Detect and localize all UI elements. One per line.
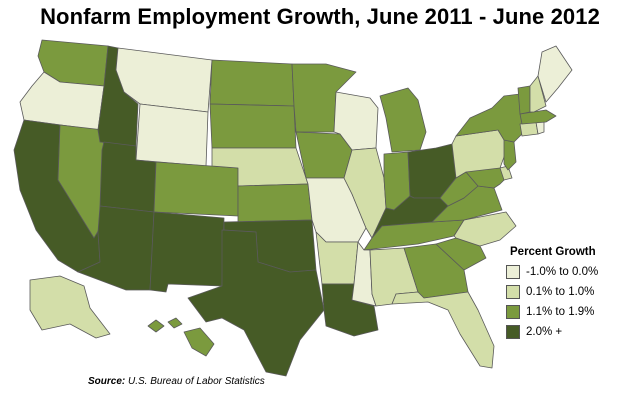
state-ks: [237, 183, 313, 223]
state-vt: [517, 85, 531, 115]
legend-label: 2.0% +: [526, 326, 563, 338]
state-me: [537, 45, 573, 103]
state-co: [153, 161, 239, 217]
source-label: Source:: [88, 376, 126, 387]
us-states-map: [13, 39, 573, 377]
legend-title: Percent Growth: [510, 246, 596, 258]
state-sc: [435, 237, 487, 271]
legend-swatch: [506, 325, 520, 339]
legend-label: 1.1% to 1.9%: [526, 306, 595, 318]
state-nd: [209, 59, 295, 107]
legend-item: 0.1% to 1.0%: [506, 284, 634, 300]
legend-swatch: [506, 305, 520, 319]
state-sd: [209, 103, 297, 149]
legend: Percent Growth -1.0% to 0.0% 0.1% to 1.0…: [506, 246, 634, 344]
legend-label: 0.1% to 1.0%: [526, 286, 595, 298]
state-hi: [147, 317, 215, 357]
state-fl: [391, 291, 495, 369]
legend-item: -1.0% to 0.0%: [506, 264, 634, 280]
state-tx: [187, 229, 325, 377]
legend-item: 1.1% to 1.9%: [506, 304, 634, 320]
legend-swatch: [506, 265, 520, 279]
legend-label: -1.0% to 0.0%: [526, 266, 599, 278]
state-nm: [149, 211, 225, 293]
state-wy: [135, 103, 209, 167]
state-nj: [503, 139, 517, 171]
state-nh: [529, 75, 547, 113]
page-title: Nonfarm Employment Growth, June 2011 - J…: [40, 4, 600, 29]
source-note: Source: U.S. Bureau of Labor Statistics: [88, 376, 265, 387]
source-text: U.S. Bureau of Labor Statistics: [128, 376, 265, 387]
state-nc: [453, 211, 517, 247]
state-ma: [519, 109, 557, 125]
state-mi: [379, 87, 427, 153]
legend-item: 2.0% +: [506, 324, 634, 340]
legend-swatch: [506, 285, 520, 299]
state-ak: [29, 275, 111, 339]
state-nv: [57, 124, 105, 239]
